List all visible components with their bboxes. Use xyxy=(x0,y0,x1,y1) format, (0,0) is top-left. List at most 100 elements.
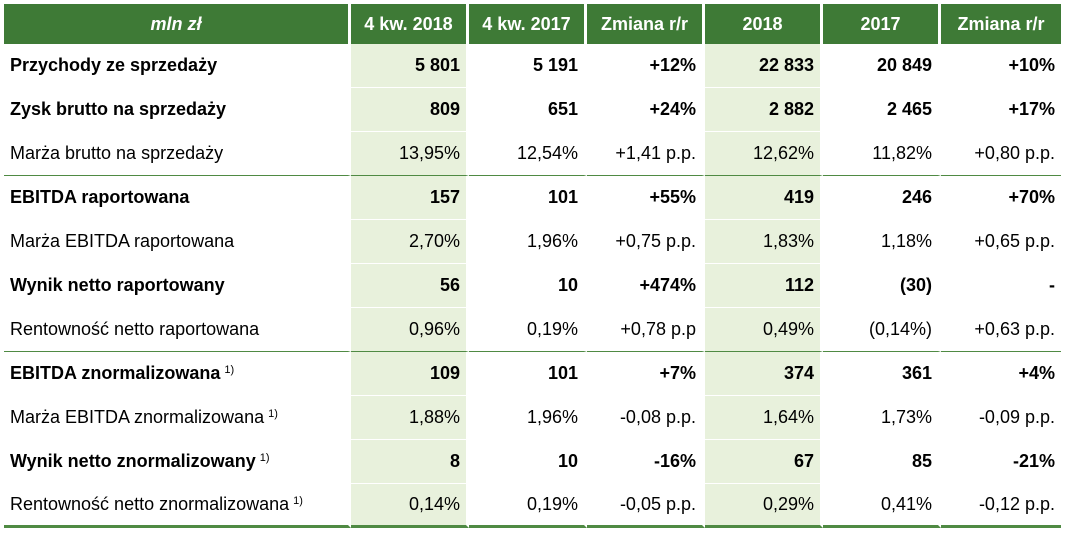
table-cell: (30) xyxy=(823,264,941,308)
financial-results-table: mln zł 4 kw. 2018 4 kw. 2017 Zmiana r/r … xyxy=(4,4,1061,528)
table-cell: +1,41 p.p. xyxy=(587,132,705,176)
table-cell: 10 xyxy=(469,440,587,484)
table-cell: 67 xyxy=(705,440,823,484)
row-label: Zysk brutto na sprzedaży xyxy=(4,88,351,132)
row-label-text: Przychody ze sprzedaży xyxy=(10,55,218,75)
table-cell: -0,05 p.p. xyxy=(587,484,705,528)
table-cell: 56 xyxy=(351,264,469,308)
table-cell: +24% xyxy=(587,88,705,132)
table-cell: 1,96% xyxy=(469,396,587,440)
table-cell: 157 xyxy=(351,176,469,220)
table-cell: 0,41% xyxy=(823,484,941,528)
table-row: Wynik netto raportowany 56 10 +474% 112 (30) - xyxy=(4,264,1061,308)
table-row: Marża EBITDA znormalizowana 1) 1,88% 1,96% -… xyxy=(4,396,1061,440)
table-cell: +12% xyxy=(587,44,705,88)
table-cell: -0,12 p.p. xyxy=(941,484,1061,528)
table-cell: +0,78 p.p xyxy=(587,308,705,352)
header-col-q4-2017: 4 kw. 2017 xyxy=(469,4,587,44)
row-label: Marża EBITDA raportowana xyxy=(4,220,351,264)
row-label-text: Wynik netto raportowany xyxy=(10,275,225,295)
table-cell: 8 xyxy=(351,440,469,484)
row-label: Wynik netto raportowany xyxy=(4,264,351,308)
table-cell: +474% xyxy=(587,264,705,308)
table-cell: 0,19% xyxy=(469,308,587,352)
table-cell: 13,95% xyxy=(351,132,469,176)
table-cell: 0,29% xyxy=(705,484,823,528)
table-row: Marża EBITDA raportowana 2,70% 1,96% +0,75 … xyxy=(4,220,1061,264)
table-cell: 11,82% xyxy=(823,132,941,176)
footnote-marker: 1) xyxy=(293,495,303,507)
table-cell: 2,70% xyxy=(351,220,469,264)
table-cell: -16% xyxy=(587,440,705,484)
table-cell: 374 xyxy=(705,352,823,396)
row-label-text: EBITDA znormalizowana xyxy=(10,363,221,383)
table-cell: 361 xyxy=(823,352,941,396)
table-cell: +0,75 p.p. xyxy=(587,220,705,264)
row-label-text: Wynik netto znormalizowany xyxy=(10,451,256,471)
table-cell: 2 465 xyxy=(823,88,941,132)
table-cell: +55% xyxy=(587,176,705,220)
row-label-text: Marża EBITDA znormalizowana xyxy=(10,407,265,427)
row-label-text: Rentowność netto raportowana xyxy=(10,319,260,339)
table-row: Przychody ze sprzedaży 5 801 5 191 +12% 22 8… xyxy=(4,44,1061,88)
footnote-marker: 1) xyxy=(268,408,278,420)
row-label: Marża brutto na sprzedaży xyxy=(4,132,351,176)
header-unit-label: mln zł xyxy=(4,4,351,44)
header-col-year-change: Zmiana r/r xyxy=(941,4,1061,44)
table-cell: +70% xyxy=(941,176,1061,220)
table-cell: +0,65 p.p. xyxy=(941,220,1061,264)
row-label: Rentowność netto raportowana xyxy=(4,308,351,352)
row-label: EBITDA raportowana xyxy=(4,176,351,220)
header-col-q4-2018: 4 kw. 2018 xyxy=(351,4,469,44)
table-cell: 0,96% xyxy=(351,308,469,352)
table-cell: 1,88% xyxy=(351,396,469,440)
table-cell: 20 849 xyxy=(823,44,941,88)
table-row: Zysk brutto na sprzedaży 809 651 +24% 2 882 2… xyxy=(4,88,1061,132)
table-cell: 1,73% xyxy=(823,396,941,440)
footnote-marker: 1) xyxy=(224,364,235,376)
table-cell: 0,19% xyxy=(469,484,587,528)
table-cell: 101 xyxy=(469,352,587,396)
table-cell: -0,08 p.p. xyxy=(587,396,705,440)
table-cell: - xyxy=(941,264,1061,308)
row-label: EBITDA znormalizowana 1) xyxy=(4,352,351,396)
table-cell: 651 xyxy=(469,88,587,132)
table-cell: (0,14%) xyxy=(823,308,941,352)
table-cell: 109 xyxy=(351,352,469,396)
row-label-text: Marża EBITDA raportowana xyxy=(10,231,235,251)
table-cell: 2 882 xyxy=(705,88,823,132)
table-cell: 101 xyxy=(469,176,587,220)
table-cell: 1,96% xyxy=(469,220,587,264)
table-cell: 0,14% xyxy=(351,484,469,528)
table-cell: +4% xyxy=(941,352,1061,396)
table-cell: +7% xyxy=(587,352,705,396)
row-label-text: Marża brutto na sprzedaży xyxy=(10,143,224,163)
header-col-quarter-change: Zmiana r/r xyxy=(587,4,705,44)
table-cell: 10 xyxy=(469,264,587,308)
footnote-marker: 1) xyxy=(259,452,270,464)
header-row: mln zł 4 kw. 2018 4 kw. 2017 Zmiana r/r … xyxy=(4,4,1061,44)
table-cell: 1,64% xyxy=(705,396,823,440)
table-cell: 85 xyxy=(823,440,941,484)
row-label-text: Rentowność netto znormalizowana xyxy=(10,494,290,514)
table-cell: 5 801 xyxy=(351,44,469,88)
header-col-2017: 2017 xyxy=(823,4,941,44)
table-cell: 0,49% xyxy=(705,308,823,352)
table-row: Rentowność netto raportowana 0,96% 0,19% +0… xyxy=(4,308,1061,352)
table-row: Wynik netto znormalizowany 1) 8 10 -16% 67 85-… xyxy=(4,440,1061,484)
table-cell: 112 xyxy=(705,264,823,308)
table-row: EBITDA znormalizowana 1) 109 101 +7% 374 361 +4… xyxy=(4,352,1061,396)
table-cell: 22 833 xyxy=(705,44,823,88)
table-cell: +17% xyxy=(941,88,1061,132)
table-cell: +10% xyxy=(941,44,1061,88)
table-cell: 246 xyxy=(823,176,941,220)
table-row: Rentowność netto znormalizowana 1) 0,14% 0,… xyxy=(4,484,1061,528)
row-label: Przychody ze sprzedaży xyxy=(4,44,351,88)
table-cell: 1,18% xyxy=(823,220,941,264)
row-label: Rentowność netto znormalizowana 1) xyxy=(4,484,351,528)
table-cell: 809 xyxy=(351,88,469,132)
table-cell: -21% xyxy=(941,440,1061,484)
row-label-text: EBITDA raportowana xyxy=(10,187,190,207)
table-cell: 419 xyxy=(705,176,823,220)
row-label-text: Zysk brutto na sprzedaży xyxy=(10,99,227,119)
